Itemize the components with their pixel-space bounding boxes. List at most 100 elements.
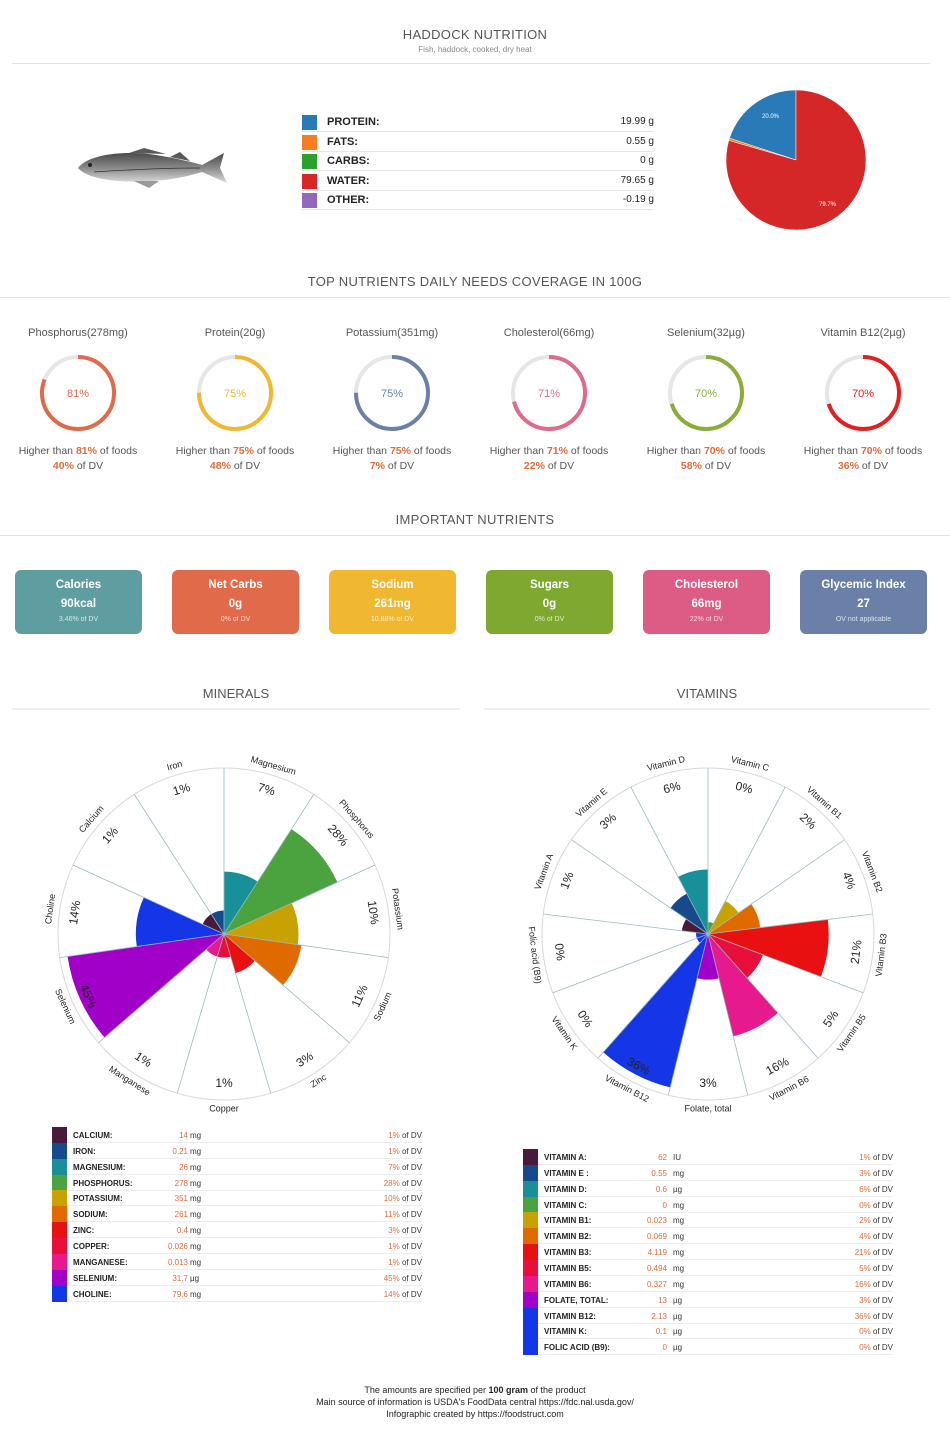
polar-wedge	[708, 901, 739, 934]
row-name: FOLIC ACID (B9):	[544, 1343, 610, 1353]
card-value: 0g	[228, 598, 243, 610]
gauge-arc	[354, 355, 430, 431]
polar-spoke	[176, 933, 225, 1094]
table-row: FOLIC ACID (B9): 0 µg 0% of DV	[523, 1339, 893, 1356]
row-value: 351	[174, 1194, 188, 1204]
polar-percent-label: 10%	[365, 900, 382, 926]
table-row: VITAMIN B5: 0.494 mg 5% of DV	[523, 1259, 893, 1276]
fish-image	[78, 148, 227, 188]
polar-spoke	[552, 933, 709, 994]
row-dv-text: of DV	[872, 1168, 893, 1178]
nutrient-card: Sugars 0g 0% of DV	[486, 570, 613, 634]
row-swatch	[52, 1158, 67, 1175]
row-swatch	[523, 1259, 538, 1276]
row-dv: 36% of DV	[855, 1312, 893, 1321]
polar-category-label: Iron	[166, 759, 184, 773]
gauge-arc	[40, 355, 116, 431]
gauge-percent-inline: 81%	[75, 445, 97, 457]
polar-wedge	[708, 904, 761, 934]
row-unit: µg	[673, 1184, 683, 1194]
row-value: 0.6	[655, 1184, 667, 1194]
gauge-percent: 75%	[381, 388, 403, 400]
gauge-text: of foods	[727, 445, 766, 457]
gauge-text: Higher than	[18, 445, 74, 457]
gauge-text: of foods	[256, 445, 295, 457]
row-dv: 14% of DV	[384, 1290, 422, 1299]
row-dv: 3% of DV	[859, 1296, 893, 1305]
gauge-label: Potassium(351mg)	[345, 327, 439, 339]
row-name: SELENIUM:	[73, 1273, 117, 1283]
row-name: IRON:	[73, 1146, 96, 1156]
macro-pie-chart: 20.0% 79.7%	[725, 89, 867, 231]
row-swatch	[523, 1291, 538, 1308]
polar-spoke	[707, 933, 864, 994]
gauge-dv-line: 58% of DV	[636, 460, 776, 472]
polar-spoke	[630, 786, 709, 935]
polar-wedge	[224, 871, 258, 934]
row-dv: 2% of DV	[859, 1216, 893, 1225]
row-swatch	[52, 1142, 67, 1159]
card-value: 261mg	[374, 598, 411, 610]
gauge-ring: 75%	[197, 355, 273, 431]
row-dv-text: of DV	[872, 1216, 893, 1226]
row-value: 2.13	[651, 1311, 667, 1321]
row-dv: 0% of DV	[859, 1327, 893, 1336]
polar-wedge	[206, 934, 224, 957]
row-dv: 0% of DV	[859, 1201, 893, 1210]
polar-wedge	[217, 934, 231, 958]
row-unit: µg	[673, 1343, 683, 1353]
footer-line-1: The amounts are specified per 100 gram o…	[0, 1385, 950, 1395]
polar-percent-label: 3%	[699, 1076, 717, 1090]
row-dv: 0% of DV	[859, 1343, 893, 1352]
row-name: FOLATE, TOTAL:	[544, 1295, 609, 1305]
row-unit: mg	[673, 1232, 685, 1242]
row-dv: 5% of DV	[859, 1264, 893, 1273]
gauge-label: Cholesterol(66mg)	[503, 327, 595, 339]
row-name: POTASSIUM:	[73, 1194, 123, 1204]
gauge-ring: 81%	[40, 355, 116, 431]
row-swatch	[52, 1253, 67, 1270]
gauge-higher-line: Higher than 75% of foods	[322, 445, 462, 457]
section-title-important: IMPORTANT NUTRIENTS	[395, 512, 555, 527]
gauge-percent-inline: 70%	[703, 445, 725, 457]
polar-spoke	[707, 933, 819, 1059]
divider	[12, 63, 930, 64]
row-swatch	[523, 1180, 538, 1197]
gauge-percent-inline: 75%	[232, 445, 254, 457]
polar-spoke	[223, 864, 376, 935]
row-dv-text: of DV	[401, 1226, 422, 1236]
macro-value: 79.65 g	[620, 174, 654, 186]
table-row: COPPER: 0.026 mg 1% of DV	[52, 1237, 422, 1254]
coverage-gauge: Phosphorus(278mg) 81% Higher than 81% of f…	[8, 327, 148, 472]
gauge-dv-line: 48% of DV	[165, 460, 305, 472]
polar-wedge	[224, 934, 302, 986]
polar-percent-label: 14%	[66, 899, 83, 925]
row-dv: 3% of DV	[388, 1226, 422, 1235]
row-unit: mg	[190, 1289, 202, 1299]
row-dv-value: 6%	[859, 1184, 871, 1194]
table-row: SODIUM: 261 mg 11% of DV	[52, 1206, 422, 1223]
macro-value: 0.55 g	[626, 135, 654, 147]
polar-wedge	[603, 934, 708, 1088]
gauge-ring: 71%	[511, 355, 587, 431]
row-dv: 4% of DV	[859, 1232, 893, 1241]
macro-name: CARBS:	[327, 155, 370, 167]
row-swatch	[52, 1190, 67, 1207]
polar-spoke	[72, 864, 225, 935]
table-row: IRON: 0.21 mg 1% of DV	[52, 1142, 422, 1159]
row-dv: 10% of DV	[384, 1194, 422, 1203]
table-row: VITAMIN B1: 0.023 mg 2% of DV	[523, 1212, 893, 1229]
polar-spoke	[707, 786, 786, 935]
section-title-coverage: TOP NUTRIENTS DAILY NEEDS COVERAGE IN 10…	[307, 274, 643, 289]
footer-text: The amounts are specified per	[364, 1385, 486, 1395]
macro-value: 0 g	[640, 155, 654, 166]
row-unit: mg	[673, 1263, 685, 1273]
nutrient-card: Net Carbs 0g 0% of DV	[172, 570, 299, 634]
polar-spoke	[543, 913, 709, 935]
row-dv: 1% of DV	[388, 1131, 422, 1140]
polar-wedge	[224, 934, 255, 974]
row-swatch	[52, 1127, 67, 1143]
footer-line-2: Main source of information is USDA's Foo…	[316, 1397, 634, 1407]
row-dv-value: 14%	[383, 1289, 400, 1299]
